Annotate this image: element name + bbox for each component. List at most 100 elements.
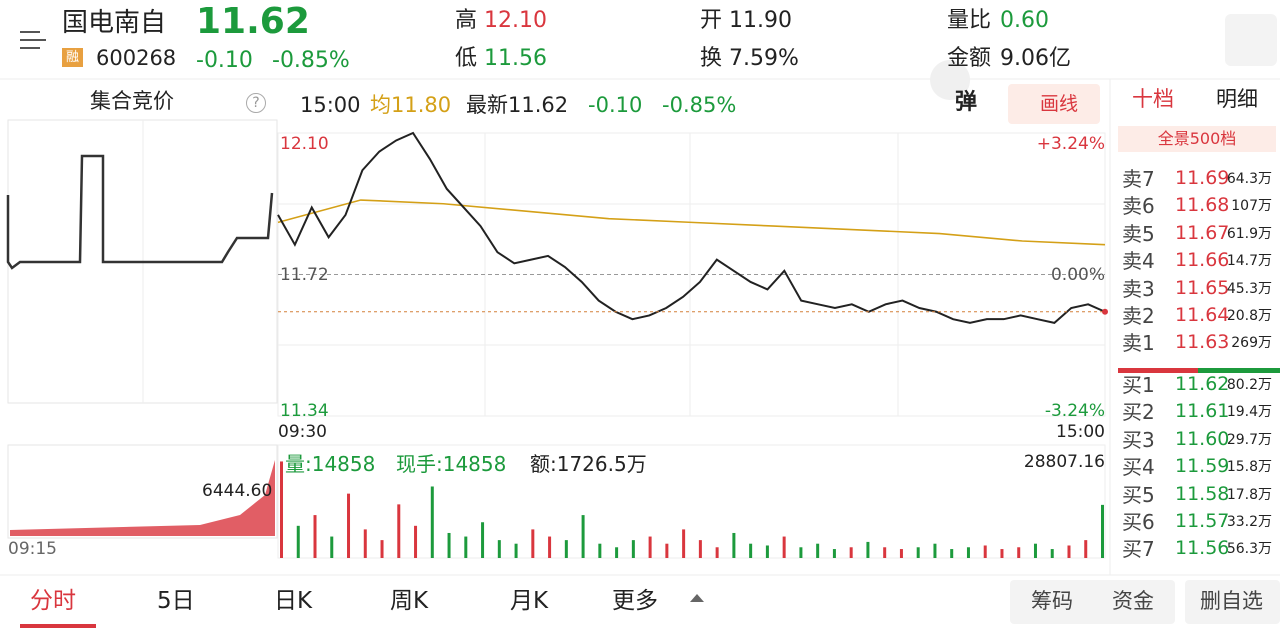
tab[interactable]: 5日 xyxy=(157,588,195,614)
value: 11.90 xyxy=(729,8,792,33)
volume-bar xyxy=(464,536,468,558)
volume-bar xyxy=(1084,540,1088,558)
volume-bar xyxy=(497,540,501,558)
ob-volume: 33.2万 xyxy=(1226,514,1272,530)
price-line xyxy=(277,131,1106,324)
info-change: -0.10 xyxy=(588,93,643,117)
ob-volume: 56.3万 xyxy=(1226,541,1272,558)
volume-bar xyxy=(330,536,334,558)
action-button[interactable]: 筹码 xyxy=(1031,589,1073,613)
volume-bar xyxy=(380,540,384,558)
pct: -0.85% xyxy=(272,48,350,73)
volume-info: 额:1726.5万 xyxy=(530,452,647,476)
margin-tag: 融 xyxy=(62,48,84,67)
auction-title: 集合竞价 xyxy=(90,89,174,113)
action-button[interactable]: 删自选 xyxy=(1200,589,1263,613)
info-latest: 最新11.62 xyxy=(466,93,569,117)
action-button[interactable]: 资金 xyxy=(1112,589,1154,613)
volume-bar xyxy=(698,540,702,558)
volume-bar xyxy=(514,543,518,558)
volume-bar xyxy=(933,543,937,558)
volume-bar xyxy=(983,545,987,558)
volume-bar xyxy=(1033,543,1037,558)
volume-bar xyxy=(1067,545,1071,558)
last-dot xyxy=(1102,308,1108,315)
ob-price: 11.64 xyxy=(1175,304,1230,326)
label: 开 xyxy=(700,8,723,33)
ob-price: 11.61 xyxy=(1175,400,1230,423)
ob-label: 卖4 xyxy=(1122,249,1155,274)
volume-bar xyxy=(631,540,635,558)
volume-bar xyxy=(296,525,300,558)
value: 11.56 xyxy=(484,46,547,71)
volume-bar xyxy=(447,532,451,558)
volume-bar xyxy=(397,504,401,558)
auction-volume: 6444.60 xyxy=(202,481,273,501)
ob-label: 卖6 xyxy=(1122,194,1155,219)
avg-line xyxy=(277,199,1106,246)
time-label: 09:30 xyxy=(278,422,327,442)
volume-bar xyxy=(598,543,602,558)
volume-bar xyxy=(564,540,568,558)
volume-bar xyxy=(615,547,619,558)
volume-bar xyxy=(950,549,954,558)
help-icon[interactable]: ? xyxy=(246,93,266,113)
ob-price: 11.69 xyxy=(1175,167,1230,189)
tab[interactable]: 周K xyxy=(390,588,429,614)
tab[interactable]: 分时 xyxy=(30,588,76,614)
tab[interactable]: 明细 xyxy=(1216,87,1258,111)
volume-bar xyxy=(581,515,585,558)
ob-price: 11.67 xyxy=(1175,221,1230,244)
label: 量比 xyxy=(947,8,992,33)
label: 换 xyxy=(700,46,723,71)
tab[interactable]: 更多 xyxy=(612,588,658,614)
axis-label: 11.34 xyxy=(280,401,329,421)
ob-label: 卖2 xyxy=(1122,304,1155,328)
ob-volume: 29.7万 xyxy=(1226,431,1272,448)
info-avg: 均11.80 xyxy=(370,93,452,117)
value: 9.06亿 xyxy=(1000,46,1071,71)
ob-price: 11.56 xyxy=(1175,537,1230,560)
volume-bar xyxy=(280,461,283,558)
ob-volume: 269万 xyxy=(1231,335,1272,352)
tab[interactable]: 十档 xyxy=(1132,87,1174,111)
volume-bar xyxy=(430,486,434,558)
ob-label: 卖5 xyxy=(1122,221,1155,246)
volume-bar xyxy=(749,543,753,558)
ob-volume: 80.2万 xyxy=(1226,377,1272,393)
ob-volume: 107万 xyxy=(1231,198,1272,215)
volume-bar xyxy=(916,547,920,558)
pop-button[interactable]: 弹 xyxy=(955,90,978,115)
volume-info: 量:14858 xyxy=(285,452,376,476)
ob-price: 11.59 xyxy=(1175,455,1230,478)
axis-label: 0.00% xyxy=(1050,265,1105,285)
volume-bar xyxy=(816,543,820,558)
ob-label: 买1 xyxy=(1122,373,1155,397)
ob-label: 买7 xyxy=(1122,537,1155,562)
ob-price: 11.65 xyxy=(1175,276,1230,299)
change: -0.10 xyxy=(196,48,253,73)
panorama[interactable]: 全景500档 xyxy=(1118,126,1276,152)
ob-price: 11.57 xyxy=(1175,510,1230,532)
volume-bar xyxy=(849,547,853,558)
ob-label: 卖7 xyxy=(1122,167,1155,191)
volume-bar xyxy=(1000,549,1004,558)
ob-price: 11.63 xyxy=(1175,331,1230,354)
ob-label: 买6 xyxy=(1122,510,1155,534)
time-label: 15:00 xyxy=(1056,422,1105,442)
tab[interactable]: 日K xyxy=(274,588,313,614)
volume-bar xyxy=(1017,547,1021,558)
ob-label: 买5 xyxy=(1122,482,1155,507)
volume-bar xyxy=(665,543,669,558)
volume-bar xyxy=(732,532,736,558)
volume-bar xyxy=(799,547,803,558)
ob-volume: 64.3万 xyxy=(1226,171,1272,187)
axis-label: 11.72 xyxy=(280,265,329,285)
draw-button[interactable]: 画线 xyxy=(1040,93,1079,115)
volume-max: 28807.16 xyxy=(1023,452,1105,472)
volume-bar xyxy=(313,515,317,558)
ob-label: 卖1 xyxy=(1122,331,1155,356)
tab[interactable]: 月K xyxy=(510,588,549,614)
volume-info: 现手:14858 xyxy=(396,452,507,476)
